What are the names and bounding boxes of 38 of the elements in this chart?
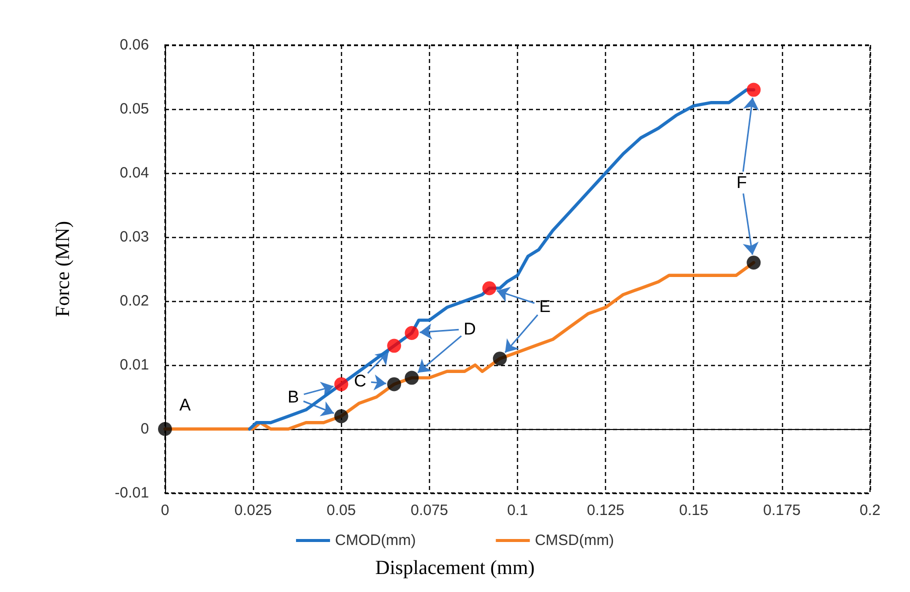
x-tick-label: 0: [160, 502, 170, 519]
y-tick-label: 0.03: [120, 228, 149, 246]
legend-label: CMSD(mm): [534, 532, 614, 549]
x-tick-label: 0.15: [679, 502, 708, 519]
point: [404, 370, 419, 385]
annotation: B: [288, 388, 299, 407]
x-tick-label: 0.075: [410, 502, 448, 519]
annotation: A: [179, 396, 192, 414]
annotation: E: [539, 297, 551, 316]
x-tick-label: 0.05: [326, 502, 356, 519]
annotation: C: [354, 372, 366, 391]
y-tick-label: 0.05: [120, 100, 149, 118]
point: [482, 281, 496, 296]
y-axis-title: Force (MN): [52, 220, 74, 318]
x-tick-label: 0.2: [860, 502, 880, 519]
y-tick-label: 0.06: [120, 36, 149, 54]
x-tick-label: 0.025: [234, 502, 272, 519]
y-tick-label: 0.01: [120, 356, 149, 374]
x-axis-title: Displacement (mm): [375, 557, 535, 579]
x-tick-label: 0.1: [507, 502, 528, 519]
y-tick-label: 0.04: [120, 164, 149, 182]
point: [334, 377, 348, 392]
annotation: F: [736, 173, 747, 192]
annotation: D: [464, 319, 476, 338]
point: [746, 256, 761, 270]
x-tick-label: 0.175: [763, 502, 801, 519]
y-tick-label: 0.02: [120, 292, 149, 310]
y-tick-label: 0: [140, 420, 149, 438]
point: [158, 422, 172, 436]
point: [404, 326, 419, 340]
point: [334, 409, 348, 424]
point: [387, 377, 402, 392]
y-tick-label: -0.01: [114, 484, 149, 502]
x-tick-label: 0.125: [586, 502, 624, 519]
point: [746, 82, 761, 97]
point: [387, 338, 402, 353]
legend-label: CMOD(mm): [335, 532, 416, 549]
point: [492, 352, 507, 366]
